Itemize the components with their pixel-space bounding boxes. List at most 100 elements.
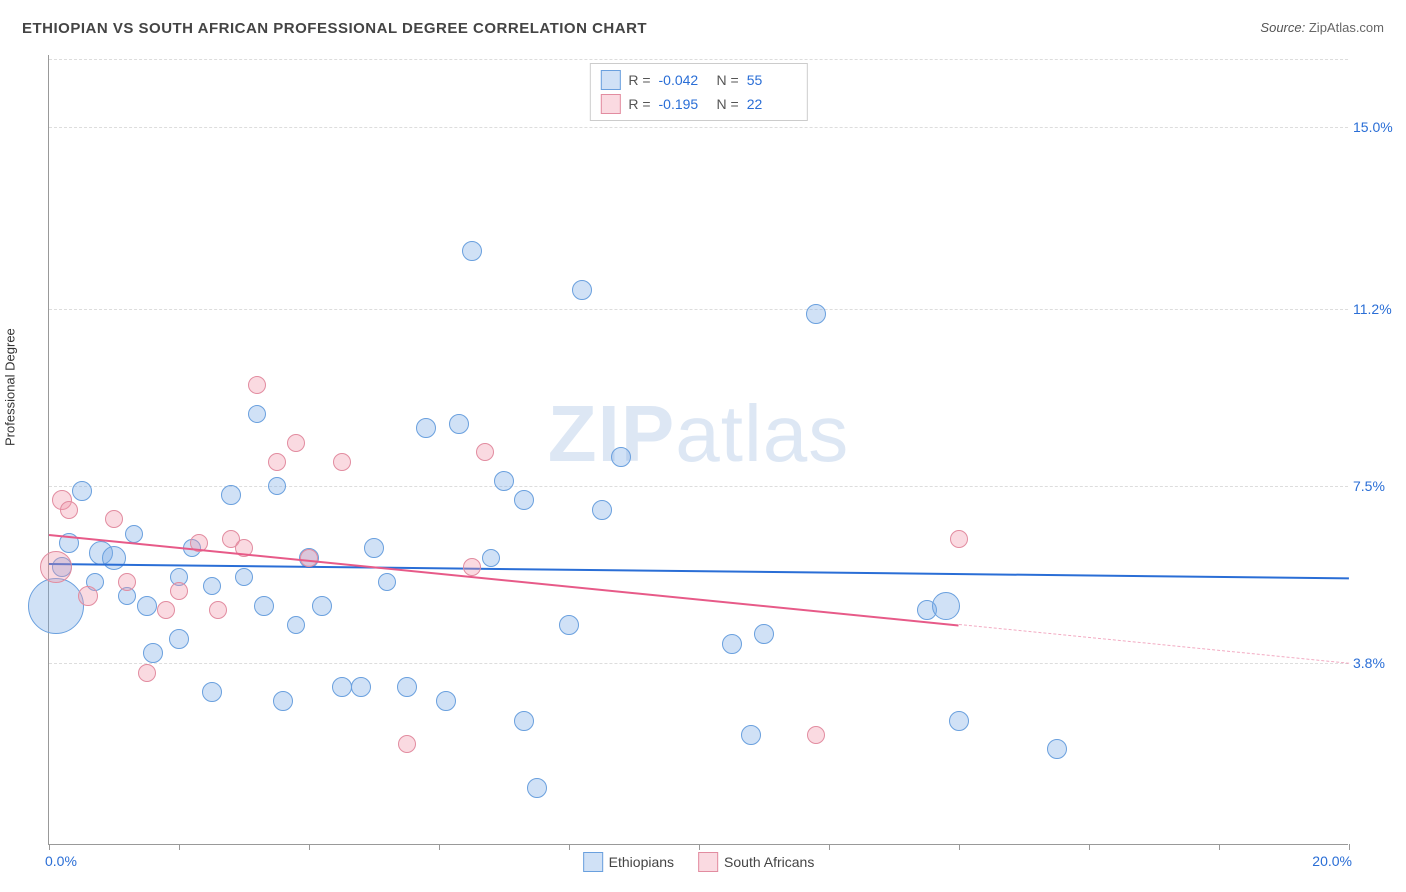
x-tick [1219,844,1220,850]
legend-series-item: South Africans [698,852,814,872]
source-label: Source: [1260,20,1305,35]
data-point [333,453,351,471]
legend-r-label: R = [628,72,650,88]
data-point [143,643,163,663]
data-point [416,418,436,438]
watermark: ZIPatlas [548,388,849,480]
x-min-label: 0.0% [45,853,77,869]
legend-series-label: Ethiopians [609,854,674,870]
data-point [221,485,241,505]
chart-title: ETHIOPIAN VS SOUTH AFRICAN PROFESSIONAL … [22,20,647,37]
data-point [378,573,396,591]
data-point [398,735,416,753]
data-point [754,624,774,644]
data-point [209,601,227,619]
data-point [170,582,188,600]
data-point [102,546,126,570]
data-point [137,596,157,616]
gridline [49,486,1348,487]
legend-n-label: N = [717,96,739,112]
data-point [105,510,123,528]
data-point [559,615,579,635]
data-point [494,471,514,491]
data-point [1047,739,1067,759]
gridline [49,59,1348,60]
x-tick [829,844,830,850]
data-point [287,434,305,452]
data-point [463,558,481,576]
data-point [332,677,352,697]
data-point [364,538,384,558]
data-point [138,664,156,682]
y-tick-label: 15.0% [1353,119,1403,135]
data-point [741,725,761,745]
x-tick [439,844,440,850]
data-point [235,568,253,586]
data-point [807,726,825,744]
data-point [312,596,332,616]
x-tick [1089,844,1090,850]
x-tick [1349,844,1350,850]
legend-series: Ethiopians South Africans [583,852,815,872]
data-point [78,586,98,606]
x-tick [959,844,960,850]
data-point [72,481,92,501]
data-point [950,530,968,548]
x-max-label: 20.0% [1312,853,1352,869]
data-point [203,577,221,595]
source-attribution: Source: ZipAtlas.com [1260,20,1384,35]
data-point [806,304,826,324]
x-tick [699,844,700,850]
data-point [592,500,612,520]
gridline [49,127,1348,128]
legend-swatch [600,70,620,90]
data-point [462,241,482,261]
data-point [248,405,266,423]
data-point [40,551,72,583]
data-point [514,490,534,510]
legend-swatch [600,94,620,114]
legend-r-value: -0.195 [659,96,709,112]
legend-r-label: R = [628,96,650,112]
watermark-zip: ZIP [548,389,675,478]
data-point [254,596,274,616]
watermark-atlas: atlas [675,389,849,478]
data-point [527,778,547,798]
data-point [482,549,500,567]
data-point [449,414,469,434]
legend-correlation-row: R = -0.195 N = 22 [600,92,796,116]
data-point [572,280,592,300]
data-point [268,453,286,471]
data-point [28,578,84,634]
legend-swatch [583,852,603,872]
data-point [157,601,175,619]
data-point [273,691,293,711]
data-point [722,634,742,654]
data-point [118,573,136,591]
scatter-plot-area: ZIPatlas R =-0.042N =55R =-0.195N =22 0.… [48,55,1348,845]
data-point [248,376,266,394]
data-point [169,629,189,649]
legend-n-value: 22 [747,96,797,112]
legend-n-value: 55 [747,72,797,88]
source-value: ZipAtlas.com [1309,20,1384,35]
legend-correlation: R = -0.042 N = 55 R = -0.195 N = 22 [589,63,807,121]
legend-series-item: Ethiopians [583,852,674,872]
y-tick-label: 3.8% [1353,655,1403,671]
data-point [268,477,286,495]
x-tick [49,844,50,850]
data-point [932,592,960,620]
legend-swatch [698,852,718,872]
x-tick [179,844,180,850]
data-point [202,682,222,702]
trend-line-extrapolated [959,624,1349,664]
data-point [125,525,143,543]
legend-correlation-row: R =-0.042N =55 [600,68,796,92]
legend-r-value: -0.042 [659,72,709,88]
data-point [300,549,318,567]
gridline [49,663,1348,664]
y-axis-label: Professional Degree [3,328,18,446]
data-point [476,443,494,461]
x-tick [309,844,310,850]
data-point [949,711,969,731]
